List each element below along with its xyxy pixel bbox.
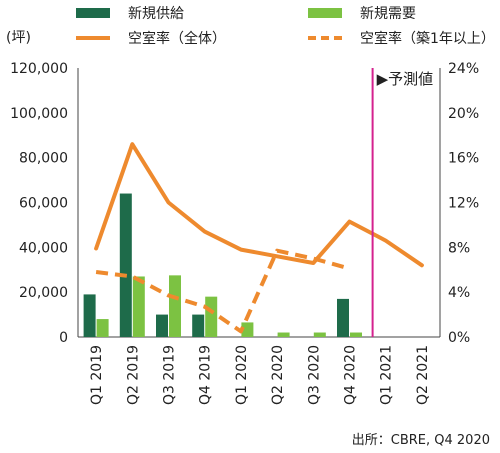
- y-left-tick-label: 60,000: [19, 196, 68, 212]
- x-tick-label: Q2 2021: [415, 345, 431, 405]
- bar-supply: [83, 294, 96, 337]
- y-left-tick-label: 20,000: [19, 285, 68, 301]
- line-vacancy-1yr-plus: [95, 248, 351, 334]
- y-left-tick-label: 120,000: [10, 61, 68, 77]
- y-left-tick-label: 40,000: [19, 240, 68, 256]
- y-right-tick-label: 12%: [448, 196, 479, 212]
- y-left-tick-label: 80,000: [19, 151, 68, 167]
- line-vacancy-overall: [94, 142, 424, 268]
- x-tick-label: Q1 2020: [234, 345, 250, 405]
- y-right-tick-label: 20%: [448, 106, 479, 122]
- legend-swatch-1: [308, 8, 342, 18]
- x-tick-label: Q2 2019: [125, 345, 141, 405]
- y-right-tick-label: 4%: [448, 285, 470, 301]
- y-right-tick-label: 8%: [448, 240, 470, 256]
- bar-demand: [205, 296, 218, 337]
- legend-swatch-0: [76, 8, 110, 18]
- bar-supply: [156, 314, 168, 337]
- y-right-tick-label: 16%: [448, 151, 479, 167]
- bar-demand: [241, 322, 254, 337]
- bar-demand: [96, 319, 109, 337]
- y-right-tick-label: 24%: [448, 61, 479, 77]
- x-tick-label: Q1 2019: [89, 345, 105, 405]
- bar-demand: [169, 275, 181, 337]
- bar-supply: [192, 314, 205, 337]
- y-left-tick-label: 100,000: [10, 106, 68, 122]
- x-tick-label: Q2 2020: [270, 345, 286, 405]
- y-left-tick-label: 0: [59, 330, 68, 346]
- y-right-tick-label: 0%: [448, 330, 470, 346]
- forecast-label: ▶予測値: [377, 70, 434, 88]
- x-tick-label: Q3 2020: [306, 345, 322, 405]
- bar-demand: [350, 332, 362, 337]
- x-tick-label: Q1 2021: [379, 345, 395, 405]
- source-note: 出所：CBRE, Q4 2020: [352, 433, 490, 448]
- y-left-unit: (坪): [6, 30, 31, 46]
- legend-label-0: 新規供給: [128, 6, 184, 22]
- legend-label-1: 新規需要: [360, 6, 416, 22]
- bar-supply: [119, 193, 132, 337]
- bar-demand: [132, 276, 145, 337]
- x-tick-label: Q4 2019: [198, 345, 214, 405]
- bar-demand: [313, 332, 326, 337]
- bar-demand: [277, 332, 290, 337]
- x-tick-label: Q4 2020: [343, 345, 359, 405]
- legend-label-2: 空室率（全体）: [128, 30, 226, 47]
- bar-supply: [337, 298, 349, 337]
- x-tick-label: Q3 2019: [162, 345, 178, 405]
- legend-label-3: 空室率（築1年以上）: [360, 30, 495, 47]
